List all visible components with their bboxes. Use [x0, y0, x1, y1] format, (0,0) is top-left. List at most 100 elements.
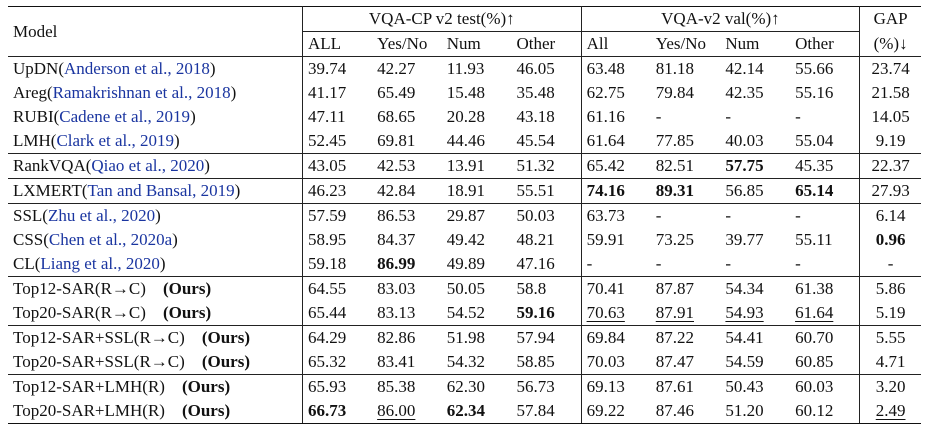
spacer — [185, 328, 202, 347]
value-text: 58.95 — [307, 230, 347, 249]
value-text: - — [725, 107, 732, 126]
value-cell: 86.53 — [372, 203, 442, 228]
ours-tag: (Ours) — [201, 328, 250, 347]
table-row: SSL(Zhu et al., 2020) 57.59 86.53 29.87 50.0… — [8, 203, 921, 228]
header-v2-other: Other — [790, 31, 861, 57]
value-text: 86.99 — [377, 254, 416, 273]
value-text: 64.29 — [307, 328, 347, 347]
value-text: 83.03 — [377, 279, 416, 298]
citation-link[interactable]: Cadene et al., 2019 — [59, 107, 191, 126]
citation-link[interactable]: Liang et al., 2020 — [40, 254, 160, 273]
value-cell: 6.14 — [859, 203, 921, 228]
value-text: 14.05 — [871, 107, 910, 126]
value-cell: 79.84 — [651, 81, 721, 105]
value-text: 51.20 — [725, 401, 764, 420]
value-text: 42.27 — [377, 59, 416, 78]
spacer — [165, 401, 182, 420]
cite-close-paren: ) — [190, 107, 196, 126]
value-cell: 73.25 — [651, 228, 721, 252]
value-text: 54.32 — [446, 352, 486, 371]
value-text: 56.85 — [725, 181, 764, 200]
citation-link[interactable]: Anderson et al., 2018 — [64, 59, 210, 78]
results-table: Model VQA-CP v2 test(%)↑ VQA-v2 val(%)↑ … — [8, 6, 921, 424]
header-row-columns: ALL Yes/No Num Other All Yes/No Num Othe… — [8, 31, 921, 57]
value-cell: 55.16 — [790, 81, 861, 105]
value-text: 66.73 — [307, 401, 347, 420]
citation-link[interactable]: Clark et al., 2019 — [56, 131, 175, 150]
value-cell: 18.91 — [441, 178, 512, 204]
model-name-cell: Top20-SAR+SSL(R→C) (Ours) — [8, 350, 303, 375]
value-cell: 60.03 — [790, 374, 861, 399]
value-cell: 66.73 — [302, 399, 373, 424]
value-text: 70.03 — [586, 352, 625, 371]
value-cell: 86.99 — [372, 252, 442, 277]
spacer — [185, 352, 202, 371]
table-row: Top20-SAR+LMH(R) (Ours) 66.73 86.00 62.34 57… — [8, 399, 921, 424]
model-name: Top20-SAR+SSL(R→C) — [13, 352, 185, 371]
model-name: Top12-SAR+LMH(R) — [13, 377, 165, 396]
citation-link[interactable]: Tan and Bansal, 2019 — [87, 181, 235, 200]
value-cell: 82.51 — [650, 153, 721, 179]
value-text: - — [655, 107, 662, 126]
value-text: 48.21 — [516, 230, 555, 249]
value-cell: 46.05 — [511, 56, 582, 81]
value-cell: 61.64 — [581, 129, 651, 154]
value-text: 59.16 — [516, 303, 555, 322]
cite-open-paren: ( — [53, 107, 60, 126]
citation-link[interactable]: Ramakrishnan et al., 2018 — [52, 83, 231, 102]
value-cell: 64.29 — [302, 325, 373, 350]
value-text: 22.37 — [871, 156, 910, 175]
value-text: 79.84 — [655, 83, 694, 102]
cite-close-paren: ) — [209, 59, 216, 78]
header-model: Model — [8, 6, 303, 57]
value-cell: 42.53 — [372, 153, 442, 179]
value-cell: 50.03 — [511, 203, 582, 228]
table-row: RankVQA(Qiao et al., 2020) 43.05 42.53 13.9… — [8, 153, 921, 179]
table-row: RUBI(Cadene et al., 2019) 47.11 68.65 20.28… — [8, 105, 921, 129]
ours-tag: (Ours) — [201, 352, 250, 371]
value-text: 42.35 — [725, 83, 764, 102]
value-cell: 23.74 — [859, 56, 921, 81]
value-text: 46.23 — [307, 181, 347, 200]
value-text: 49.42 — [446, 230, 486, 249]
value-text: 47.16 — [516, 254, 555, 273]
value-cell: 13.91 — [441, 153, 512, 179]
value-cell: 57.94 — [511, 325, 582, 350]
value-text: 40.03 — [725, 131, 764, 150]
value-text: - — [655, 254, 662, 273]
citation-link[interactable]: Zhu et al., 2020 — [47, 206, 156, 225]
value-text: 57.94 — [516, 328, 555, 347]
value-cell: 47.11 — [302, 105, 372, 129]
cite-open-paren: ( — [34, 254, 41, 273]
value-cell: 55.11 — [790, 228, 861, 252]
value-text: 42.53 — [377, 156, 416, 175]
value-text: 68.65 — [377, 107, 416, 126]
citation-link[interactable]: Chen et al., 2020a — [48, 230, 173, 249]
value-text: 62.75 — [586, 83, 625, 102]
value-cell: - — [650, 203, 721, 228]
value-cell: 87.46 — [650, 399, 721, 424]
value-cell: - — [581, 252, 651, 277]
value-cell: 70.41 — [581, 276, 651, 301]
value-text: 60.70 — [795, 328, 834, 347]
value-cell: 84.37 — [372, 228, 442, 252]
model-name-cell: Top12-SAR(R→C) (Ours) — [8, 276, 303, 301]
citation-link[interactable]: Qiao et al., 2020 — [91, 156, 205, 175]
value-text: 50.03 — [516, 206, 555, 225]
value-text: 43.18 — [516, 107, 555, 126]
value-cell: 65.32 — [302, 350, 372, 375]
value-cell: 87.61 — [650, 374, 721, 399]
value-cell: 39.77 — [720, 228, 790, 252]
model-name: RankVQA — [13, 156, 86, 175]
cite-close-paren: ) — [230, 83, 237, 102]
value-text: 5.86 — [875, 279, 906, 298]
value-text: 69.84 — [586, 328, 625, 347]
value-cell: 22.37 — [859, 153, 921, 179]
value-text: 70.41 — [586, 279, 625, 298]
table-row: CL(Liang et al., 2020) 59.18 86.99 49.89 47.… — [8, 252, 921, 277]
value-text: 9.19 — [875, 131, 906, 150]
value-text: 23.74 — [871, 59, 910, 78]
model-name-cell: UpDN(Anderson et al., 2018) — [8, 56, 303, 81]
value-cell: 61.64 — [790, 301, 861, 326]
value-text: 62.30 — [446, 377, 486, 396]
